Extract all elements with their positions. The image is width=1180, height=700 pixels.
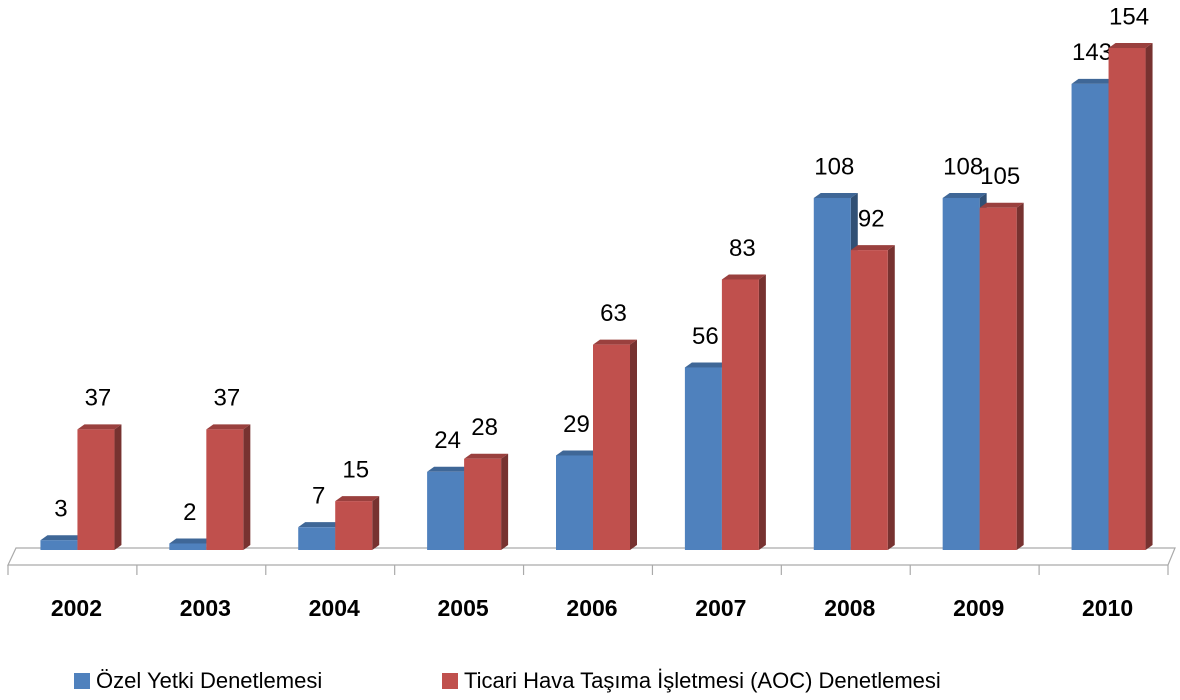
bar-face xyxy=(427,471,465,550)
bar-face xyxy=(758,274,766,550)
data-label: 105 xyxy=(980,163,1020,190)
data-label: 143 xyxy=(1072,39,1112,66)
bar-face xyxy=(464,458,502,550)
data-label: 7 xyxy=(312,483,325,510)
bar-face xyxy=(372,496,380,550)
data-label: 83 xyxy=(729,235,756,262)
legend-swatch xyxy=(74,673,90,689)
bar-face xyxy=(1108,43,1153,48)
bar-face xyxy=(684,362,729,368)
bar xyxy=(721,274,766,550)
data-label: 63 xyxy=(600,300,627,327)
bar-face xyxy=(942,192,987,198)
bar-face xyxy=(114,424,122,550)
x-tick-label: 2003 xyxy=(180,595,231,621)
bar-face xyxy=(335,496,380,502)
x-tick-label: 2007 xyxy=(695,595,746,621)
bar-face xyxy=(979,202,1024,208)
bar-face xyxy=(721,279,759,550)
bar-face xyxy=(979,207,1017,550)
data-label: 29 xyxy=(563,411,590,438)
bar xyxy=(979,202,1024,550)
bar-face xyxy=(40,540,78,550)
bar xyxy=(850,245,895,551)
bar xyxy=(77,424,122,550)
bar-face xyxy=(850,245,895,251)
bar-face xyxy=(169,543,207,550)
bar xyxy=(593,339,637,550)
bar-face xyxy=(593,339,637,345)
x-tick-label: 2004 xyxy=(309,595,360,621)
bar xyxy=(206,424,251,550)
bar-face xyxy=(942,197,980,550)
bar-face xyxy=(721,274,766,280)
data-label: 3 xyxy=(54,496,67,523)
bar-face xyxy=(464,453,509,459)
bar-face xyxy=(77,424,122,430)
bar-face xyxy=(684,367,722,550)
bar-face xyxy=(1108,48,1146,550)
legend-label: Özel Yetki Denetlemesi xyxy=(96,668,322,693)
bar-face xyxy=(40,535,85,541)
bar-face xyxy=(427,466,472,472)
bar-face xyxy=(298,522,343,528)
x-tick-label: 2008 xyxy=(824,595,875,621)
bar-face xyxy=(850,250,888,551)
data-label: 37 xyxy=(213,385,240,412)
bar-face xyxy=(556,450,600,456)
x-tick-label: 2010 xyxy=(1082,595,1133,621)
x-tick-label: 2002 xyxy=(51,595,102,621)
data-label: 24 xyxy=(434,427,461,454)
bar-face xyxy=(630,339,637,550)
x-tick-label: 2009 xyxy=(953,595,1004,621)
bar-face xyxy=(1071,83,1109,550)
legend-swatch xyxy=(442,673,458,689)
bar-face xyxy=(298,527,336,550)
bar-face xyxy=(501,453,509,550)
floor xyxy=(7,547,1176,566)
data-label: 56 xyxy=(692,323,719,350)
bar-face xyxy=(887,245,895,551)
bar-face xyxy=(243,424,251,550)
bar-face xyxy=(206,424,251,430)
bar-face xyxy=(1071,78,1116,84)
bar-face xyxy=(169,538,214,544)
bar-face xyxy=(556,455,593,550)
x-tick-label: 2005 xyxy=(438,595,489,621)
bar-face xyxy=(813,197,851,550)
bar-face xyxy=(593,344,630,550)
bar-face xyxy=(813,192,858,198)
bar-face xyxy=(1016,202,1024,550)
data-label: 37 xyxy=(85,385,112,412)
bar-face xyxy=(77,429,115,550)
data-label: 108 xyxy=(943,153,983,180)
bar-face xyxy=(335,501,373,550)
x-tick-label: 2006 xyxy=(566,595,617,621)
data-label: 154 xyxy=(1109,3,1149,30)
data-label: 92 xyxy=(858,205,885,232)
legend-label: Ticari Hava Taşıma İşletmesi (AOC) Denet… xyxy=(464,668,941,693)
data-label: 28 xyxy=(471,414,498,441)
bar xyxy=(335,496,380,550)
bar xyxy=(464,453,509,550)
bar-face xyxy=(206,429,244,550)
data-label: 15 xyxy=(342,456,369,483)
bar xyxy=(1108,43,1153,550)
data-label: 2 xyxy=(183,499,196,526)
data-label: 108 xyxy=(814,153,854,180)
bar-face xyxy=(1145,43,1153,550)
